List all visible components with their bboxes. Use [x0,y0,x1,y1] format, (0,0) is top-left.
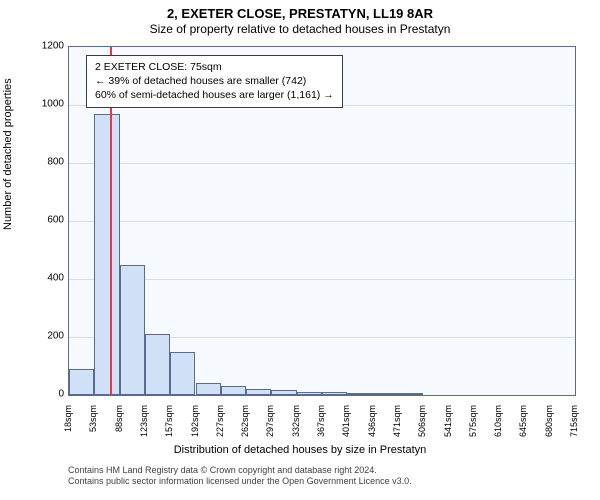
y-tick-label: 200 [34,331,64,342]
gridline [69,163,575,164]
histogram-bar [145,334,170,395]
x-tick-label: 262sqm [240,405,250,445]
x-tick-label: 680sqm [544,405,554,445]
histogram-bar [221,386,246,395]
x-tick-label: 541sqm [443,405,453,445]
x-tick-label: 53sqm [88,405,98,445]
gridline [69,221,575,222]
y-tick-label: 1200 [34,41,64,52]
y-tick-label: 600 [34,215,64,226]
attribution: Contains HM Land Registry data © Crown c… [68,465,412,488]
y-tick-label: 0 [34,389,64,400]
y-axis-label: Number of detached properties [2,78,14,230]
x-tick-label: 715sqm [569,405,579,445]
y-tick-label: 1000 [34,99,64,110]
x-axis-label: Distribution of detached houses by size … [0,444,600,456]
x-tick-label: 575sqm [468,405,478,445]
histogram-bar [94,114,119,395]
histogram-bar [271,390,296,395]
x-tick-label: 506sqm [417,405,427,445]
histogram-bar [69,369,94,395]
info-line-1: 2 EXETER CLOSE: 75sqm [95,60,334,74]
attribution-line-2: Contains public sector information licen… [68,476,412,487]
x-tick-label: 332sqm [291,405,301,445]
attribution-line-1: Contains HM Land Registry data © Crown c… [68,465,412,476]
x-tick-label: 436sqm [367,405,377,445]
histogram-bar [246,389,271,395]
histogram-bar [297,392,322,395]
gridline [69,279,575,280]
x-tick-label: 401sqm [341,405,351,445]
info-line-3: 60% of semi-detached houses are larger (… [95,88,334,102]
histogram-bar [170,352,195,396]
x-tick-label: 157sqm [164,405,174,445]
x-tick-label: 645sqm [518,405,528,445]
x-tick-label: 471sqm [392,405,402,445]
histogram-bar [322,392,347,395]
x-tick-label: 192sqm [190,405,200,445]
histogram-bar [398,393,423,395]
x-tick-label: 610sqm [493,405,503,445]
histogram-bar [120,265,145,396]
x-tick-label: 88sqm [114,405,124,445]
chart-subtitle: Size of property relative to detached ho… [0,22,600,36]
x-tick-label: 18sqm [63,405,73,445]
chart-container: 2, EXETER CLOSE, PRESTATYN, LL19 8AR Siz… [0,0,600,500]
info-line-2: ← 39% of detached houses are smaller (74… [95,74,334,88]
histogram-bar [347,393,372,395]
x-tick-label: 297sqm [265,405,275,445]
x-tick-label: 123sqm [139,405,149,445]
chart-title: 2, EXETER CLOSE, PRESTATYN, LL19 8AR [0,6,600,21]
histogram-bar [196,383,221,395]
info-box: 2 EXETER CLOSE: 75sqm ← 39% of detached … [86,55,343,108]
x-tick-label: 367sqm [316,405,326,445]
x-tick-label: 227sqm [215,405,225,445]
y-tick-label: 400 [34,273,64,284]
y-tick-label: 800 [34,157,64,168]
histogram-bar [373,393,398,395]
